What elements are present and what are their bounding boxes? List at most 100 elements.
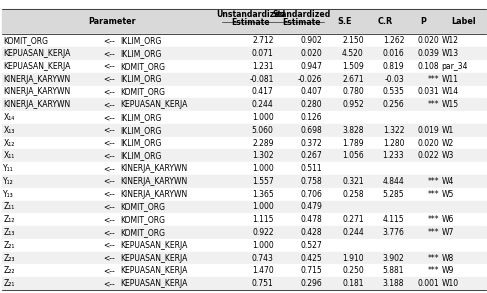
Bar: [2, 73, 486, 86]
Text: 4.520: 4.520: [342, 49, 364, 58]
Bar: [2, 34, 486, 47]
Text: 0.031: 0.031: [417, 87, 439, 96]
Text: 0.780: 0.780: [342, 87, 364, 96]
Text: 1.910: 1.910: [342, 254, 364, 263]
Text: 1.302: 1.302: [252, 151, 274, 160]
Bar: [2, 60, 486, 73]
Text: 0.020: 0.020: [417, 36, 439, 45]
Text: 1.322: 1.322: [383, 126, 404, 135]
Text: 1.000: 1.000: [252, 164, 274, 173]
Bar: [2, 277, 486, 290]
Text: ***: ***: [428, 215, 439, 224]
Text: 0.715: 0.715: [300, 266, 322, 275]
Text: <--: <--: [104, 228, 115, 237]
Text: 1.000: 1.000: [252, 241, 274, 250]
Text: KOMIT_ORG: KOMIT_ORG: [120, 62, 165, 71]
Text: 0.071: 0.071: [252, 49, 274, 58]
Text: 0.751: 0.751: [252, 279, 274, 288]
Text: W14: W14: [442, 87, 459, 96]
Text: <--: <--: [104, 62, 115, 71]
Text: Estimate: Estimate: [231, 18, 270, 27]
Text: W11: W11: [442, 75, 459, 84]
Bar: [2, 252, 486, 265]
Text: KEPUASAN_KERJA: KEPUASAN_KERJA: [120, 266, 187, 275]
Text: <--: <--: [104, 113, 115, 122]
Text: 2.150: 2.150: [342, 36, 364, 45]
Text: 3.776: 3.776: [382, 228, 404, 237]
Text: KINERJA_KARYWN: KINERJA_KARYWN: [120, 190, 187, 199]
Text: <--: <--: [104, 151, 115, 160]
Text: 0.819: 0.819: [383, 62, 404, 71]
Text: W6: W6: [442, 215, 454, 224]
Text: ***: ***: [428, 228, 439, 237]
Text: X₁₁: X₁₁: [3, 151, 15, 160]
Text: <--: <--: [104, 266, 115, 275]
Text: <--: <--: [104, 254, 115, 263]
Text: 1.056: 1.056: [342, 151, 364, 160]
Text: 0.258: 0.258: [342, 190, 364, 199]
Text: 3.828: 3.828: [342, 126, 364, 135]
Text: IKLIM_ORG: IKLIM_ORG: [120, 49, 162, 58]
Text: 2.671: 2.671: [342, 75, 364, 84]
Text: -0.081: -0.081: [249, 75, 274, 84]
Text: par_34: par_34: [442, 62, 468, 71]
Text: 0.244: 0.244: [252, 100, 274, 109]
Text: 0.902: 0.902: [300, 36, 322, 45]
Bar: [2, 86, 486, 98]
Bar: [2, 124, 486, 137]
Text: X₁₃: X₁₃: [3, 126, 15, 135]
Bar: [2, 188, 486, 201]
Text: <--: <--: [104, 87, 115, 96]
Text: W4: W4: [442, 177, 454, 186]
Bar: [2, 162, 486, 175]
Text: Parameter: Parameter: [88, 17, 136, 26]
Text: 0.250: 0.250: [342, 266, 364, 275]
Text: KINERJA_KARYWN: KINERJA_KARYWN: [120, 164, 187, 173]
Text: Z₁₁: Z₁₁: [3, 202, 15, 212]
Text: ***: ***: [428, 254, 439, 263]
Text: 0.108: 0.108: [418, 62, 439, 71]
Text: KINERJA_KARYWN: KINERJA_KARYWN: [3, 100, 71, 109]
Text: Unstandardized: Unstandardized: [216, 10, 285, 19]
Text: W2: W2: [442, 139, 454, 148]
Text: 1.115: 1.115: [252, 215, 274, 224]
Text: W9: W9: [442, 266, 454, 275]
Text: <--: <--: [104, 279, 115, 288]
Text: 1.470: 1.470: [252, 266, 274, 275]
Text: 0.020: 0.020: [417, 139, 439, 148]
Text: 1.365: 1.365: [252, 190, 274, 199]
Bar: [2, 149, 486, 162]
Text: 0.372: 0.372: [300, 139, 322, 148]
Text: KEPUASAN_KERJA: KEPUASAN_KERJA: [3, 49, 71, 58]
Text: <--: <--: [104, 215, 115, 224]
Bar: [2, 201, 486, 213]
Text: 1.000: 1.000: [252, 202, 274, 212]
Text: KOMIT_ORG: KOMIT_ORG: [120, 87, 165, 96]
Text: KOMIT_ORG: KOMIT_ORG: [120, 202, 165, 212]
Text: Y₁₁: Y₁₁: [3, 164, 14, 173]
Text: 0.947: 0.947: [300, 62, 322, 71]
Text: 0.428: 0.428: [301, 228, 322, 237]
Text: Z₂₂: Z₂₂: [3, 266, 15, 275]
Text: 0.039: 0.039: [417, 49, 439, 58]
Text: IKLIM_ORG: IKLIM_ORG: [120, 151, 162, 160]
Text: <--: <--: [104, 75, 115, 84]
Bar: [2, 98, 486, 111]
Text: Y₁₃: Y₁₃: [3, 190, 14, 199]
Text: 0.425: 0.425: [300, 254, 322, 263]
Text: <--: <--: [104, 139, 115, 148]
Text: P: P: [420, 17, 426, 26]
Text: Z₂₃: Z₂₃: [3, 254, 15, 263]
Text: Z₂₁: Z₂₁: [3, 279, 15, 288]
Text: W5: W5: [442, 190, 454, 199]
Text: 0.016: 0.016: [382, 49, 404, 58]
Text: KINERJA_KARYWN: KINERJA_KARYWN: [3, 75, 71, 84]
Text: 4.844: 4.844: [382, 177, 404, 186]
Text: 0.922: 0.922: [252, 228, 274, 237]
Text: 0.244: 0.244: [342, 228, 364, 237]
Text: 0.743: 0.743: [252, 254, 274, 263]
Text: ***: ***: [428, 177, 439, 186]
Text: W10: W10: [442, 279, 459, 288]
Text: 0.479: 0.479: [300, 202, 322, 212]
Text: 1.280: 1.280: [383, 139, 404, 148]
